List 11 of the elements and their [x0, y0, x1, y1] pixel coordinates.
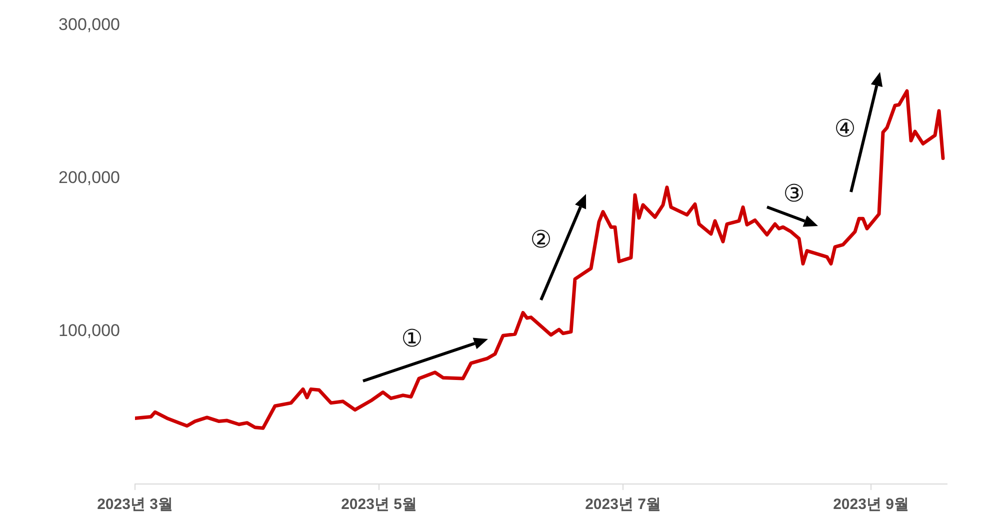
annotation: ① — [401, 326, 423, 353]
annotation: ④ — [834, 116, 856, 143]
x-tick-label: 2023년 7월 — [585, 496, 661, 514]
x-tick-label: 2023년 3월 — [97, 496, 173, 514]
y-tick-label: 300,000 — [58, 14, 120, 34]
annotation: ② — [530, 226, 552, 254]
annotation: ③ — [783, 180, 805, 208]
x-tick-label: 2023년 9월 — [833, 496, 909, 514]
y-tick-label: 200,000 — [58, 168, 120, 187]
y-tick-label: 100,000 — [58, 320, 120, 340]
x-tick-label: 2023년 5월 — [341, 496, 417, 514]
